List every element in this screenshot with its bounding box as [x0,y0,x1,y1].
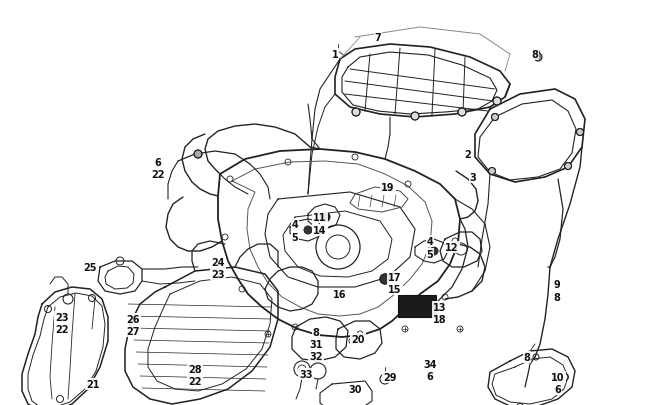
Circle shape [430,247,438,256]
Circle shape [458,109,466,117]
Circle shape [493,98,501,106]
Circle shape [489,168,495,175]
Text: 20: 20 [351,334,365,344]
Text: 19: 19 [382,183,395,192]
Circle shape [577,129,584,136]
Circle shape [304,226,312,234]
Text: 29: 29 [384,372,396,382]
Text: 6: 6 [554,384,562,394]
Text: 4: 4 [426,237,434,246]
Text: 23: 23 [55,312,69,322]
Text: 9: 9 [554,279,560,289]
Text: 12: 12 [445,243,459,252]
Text: 28: 28 [188,364,202,374]
Text: 10: 10 [551,372,565,382]
Text: 22: 22 [55,324,69,334]
Text: 4: 4 [292,220,298,230]
Circle shape [411,113,419,121]
Text: 24: 24 [211,257,225,267]
Text: 5: 5 [426,249,434,259]
Text: 32: 32 [309,351,323,361]
Text: 16: 16 [333,289,346,299]
Text: 8: 8 [532,50,538,60]
Text: 31: 31 [309,339,323,349]
Circle shape [534,54,542,62]
Circle shape [194,151,202,159]
Text: 17: 17 [388,272,402,282]
Text: 14: 14 [313,226,327,235]
Text: 30: 30 [348,384,362,394]
Text: 8: 8 [554,292,560,302]
Text: 26: 26 [126,314,140,324]
Circle shape [352,109,360,117]
Bar [398,295,436,317]
Text: 7: 7 [374,33,382,43]
Text: 3: 3 [469,173,476,183]
Text: 2: 2 [465,149,471,160]
Text: 11: 11 [313,213,327,222]
Circle shape [491,114,499,121]
Text: 25: 25 [83,262,97,272]
Text: 8: 8 [523,352,530,362]
Text: 22: 22 [188,376,202,386]
Text: 33: 33 [299,369,313,379]
Circle shape [380,274,390,284]
Text: 8: 8 [313,327,319,337]
Text: 15: 15 [388,284,402,294]
Text: 5: 5 [292,232,298,243]
Text: 18: 18 [433,314,447,324]
Text: 22: 22 [151,170,164,179]
Text: 21: 21 [86,379,99,389]
Text: 23: 23 [211,269,225,279]
Text: 6: 6 [426,371,434,381]
Text: 1: 1 [332,50,339,60]
Text: 34: 34 [423,359,437,369]
Text: 13: 13 [434,302,447,312]
Text: 6: 6 [155,158,161,168]
Circle shape [320,213,330,222]
Circle shape [564,163,571,170]
Text: 27: 27 [126,326,140,336]
